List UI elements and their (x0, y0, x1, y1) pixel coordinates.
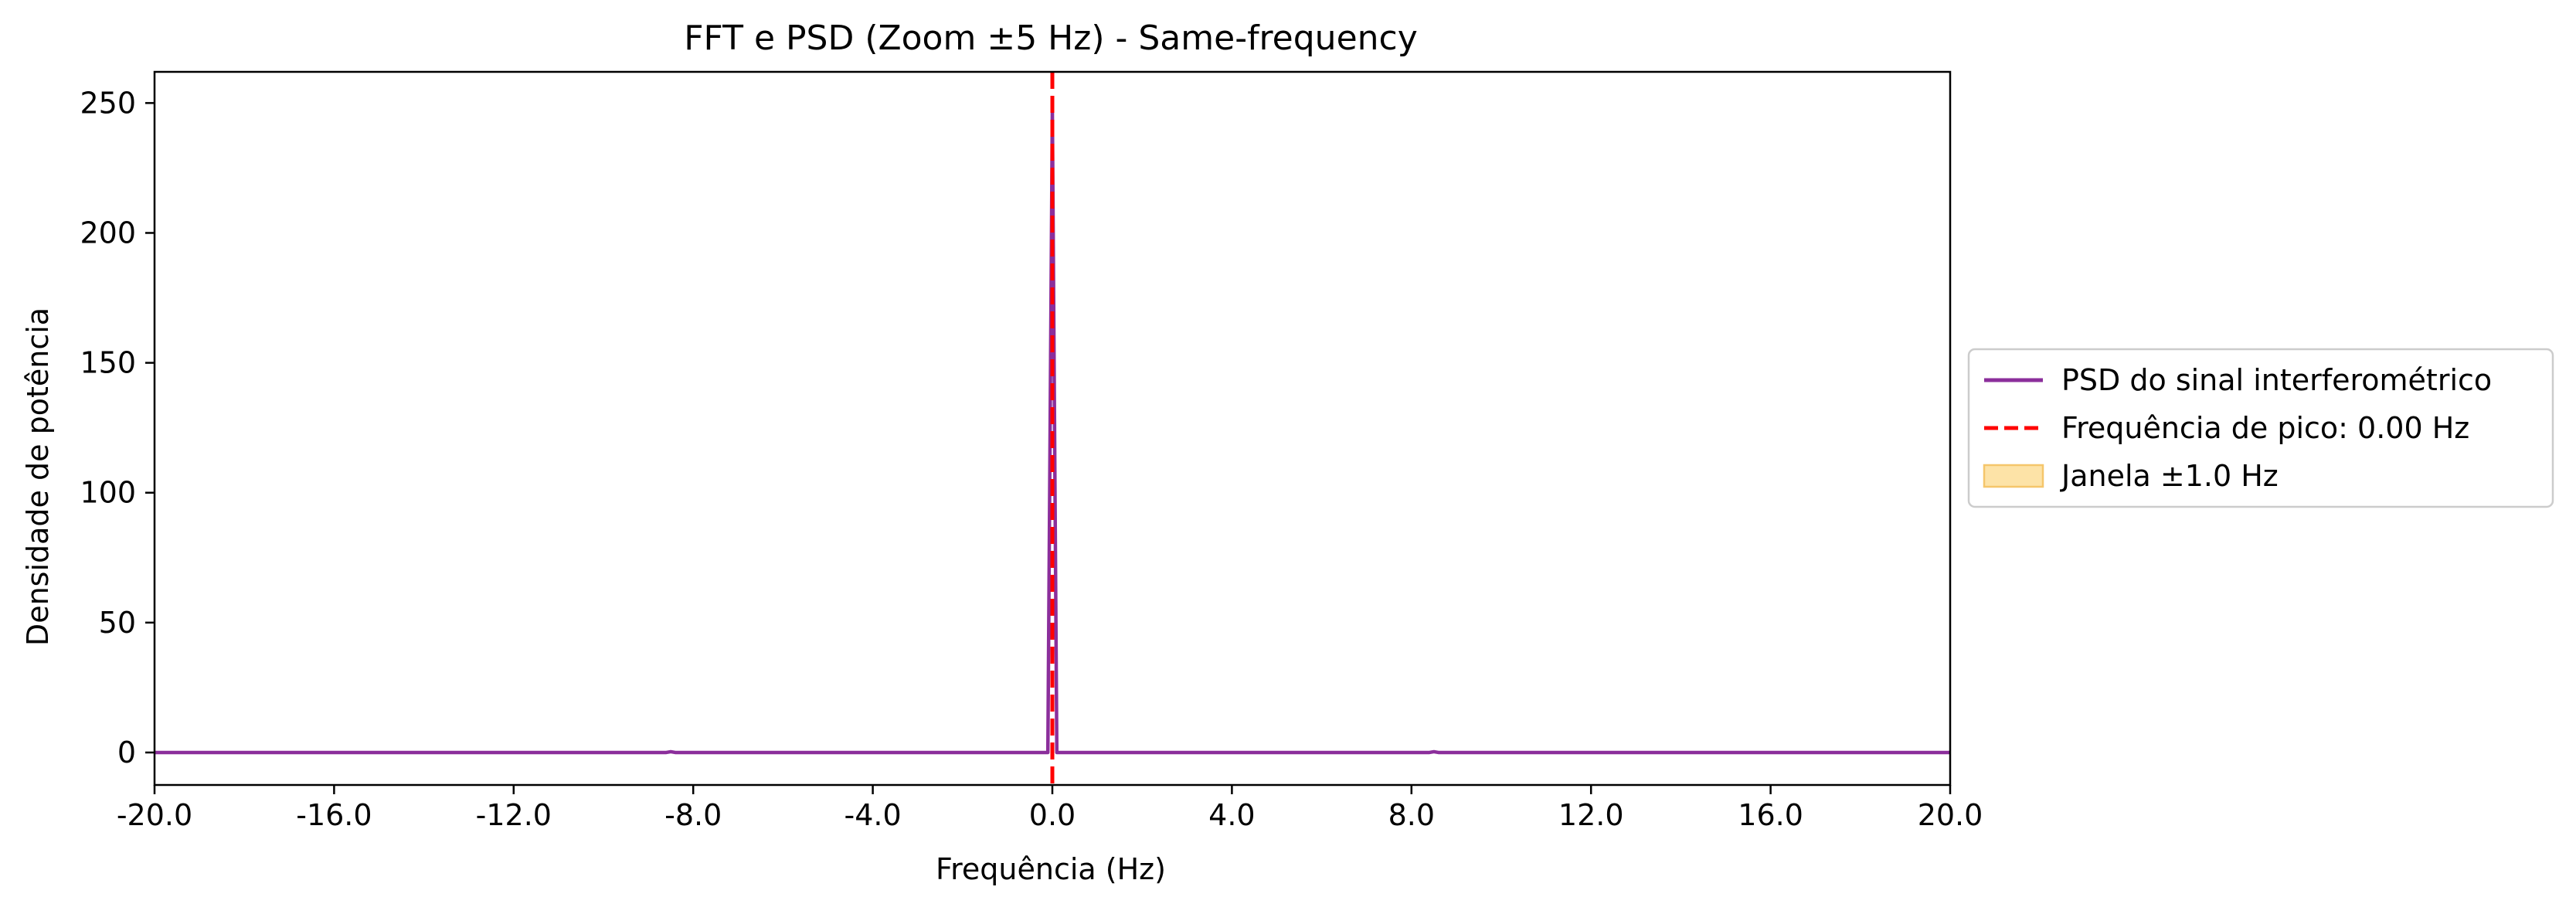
x-axis-label: Frequência (Hz) (936, 852, 1166, 886)
x-tick-label: 0.0 (1029, 798, 1076, 832)
x-tick-label: -12.0 (476, 798, 552, 832)
legend-entry-window: Janela ±1.0 Hz (1983, 459, 2279, 493)
legend-label: PSD do sinal interferométrico (2061, 363, 2492, 397)
legend-label: Frequência de pico: 0.00 Hz (2061, 411, 2469, 445)
plot-area-group (155, 72, 1950, 785)
legend-box (1967, 348, 2554, 508)
y-tick-label: 250 (80, 86, 136, 120)
y-tick-label: 50 (99, 606, 136, 640)
x-tick-label: 8.0 (1388, 798, 1435, 832)
legend-entry-psd: PSD do sinal interferométrico (1984, 363, 2492, 397)
x-tick-label: 16.0 (1738, 798, 1803, 832)
x-tick-label: -20.0 (117, 798, 192, 832)
legend-swatch (1983, 464, 2044, 488)
x-tick-label: -8.0 (664, 798, 722, 832)
chart-title: FFT e PSD (Zoom ±5 Hz) - Same-frequency (684, 19, 1418, 58)
x-tick-label: 12.0 (1558, 798, 1624, 832)
y-tick-label: 0 (117, 736, 136, 770)
x-tick-label: -4.0 (845, 798, 902, 832)
x-tick-label: 4.0 (1208, 798, 1255, 832)
y-axis-label: Densidade de potência (21, 307, 55, 646)
legend: PSD do sinal interferométrico Frequência … (1967, 348, 2554, 508)
legend-entry-peak: Frequência de pico: 0.00 Hz (1984, 411, 2469, 445)
x-tick-label: -16.0 (296, 798, 372, 832)
x-tick-label: 20.0 (1918, 798, 1983, 832)
y-tick-label: 200 (80, 216, 136, 250)
y-tick-label: 100 (80, 476, 136, 510)
legend-label: Janela ±1.0 Hz (2060, 459, 2279, 493)
y-tick-label: 150 (80, 346, 136, 380)
